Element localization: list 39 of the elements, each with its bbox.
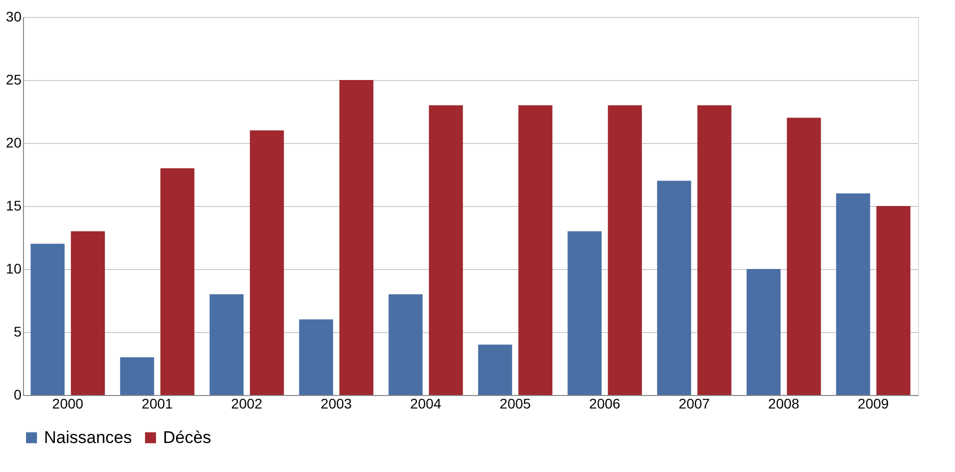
y-tick-label: 15 <box>6 198 22 214</box>
x-tick-label: 2006 <box>589 396 621 412</box>
bar <box>518 105 552 395</box>
x-tick-label: 2002 <box>231 396 263 412</box>
bar <box>299 319 334 395</box>
bar <box>786 118 821 395</box>
y-tick-label: 20 <box>6 134 22 150</box>
legend-label: Décès <box>163 428 212 447</box>
x-tick-label: 2007 <box>678 396 710 412</box>
bar <box>339 80 374 395</box>
bar <box>120 357 154 395</box>
y-tick-label: 10 <box>6 260 22 276</box>
bar <box>160 168 194 395</box>
bar <box>836 193 870 395</box>
y-tick-label: 0 <box>14 386 22 402</box>
bar <box>210 294 244 395</box>
bar <box>746 269 781 395</box>
x-tick-label: 2009 <box>858 396 890 412</box>
legend-label: Naissances <box>44 428 132 447</box>
bar <box>250 130 284 395</box>
x-tick-label: 2005 <box>500 396 532 412</box>
bar <box>388 294 423 395</box>
bar <box>657 180 692 395</box>
x-tick-label: 2003 <box>320 396 352 412</box>
y-tick-label: 5 <box>14 324 22 340</box>
bar <box>70 231 105 395</box>
bar <box>697 105 732 395</box>
y-tick-label: 25 <box>6 72 22 88</box>
bar <box>568 231 602 395</box>
x-tick-label: 2000 <box>52 396 84 412</box>
bar <box>30 244 65 395</box>
y-tick-label: 30 <box>6 8 22 24</box>
bar <box>876 206 910 395</box>
x-tick-label: 2001 <box>142 396 174 412</box>
x-tick-label: 2008 <box>768 396 800 412</box>
bar <box>478 344 512 395</box>
x-tick-label: 2004 <box>410 396 442 412</box>
bar <box>428 105 463 395</box>
bar <box>608 105 642 395</box>
